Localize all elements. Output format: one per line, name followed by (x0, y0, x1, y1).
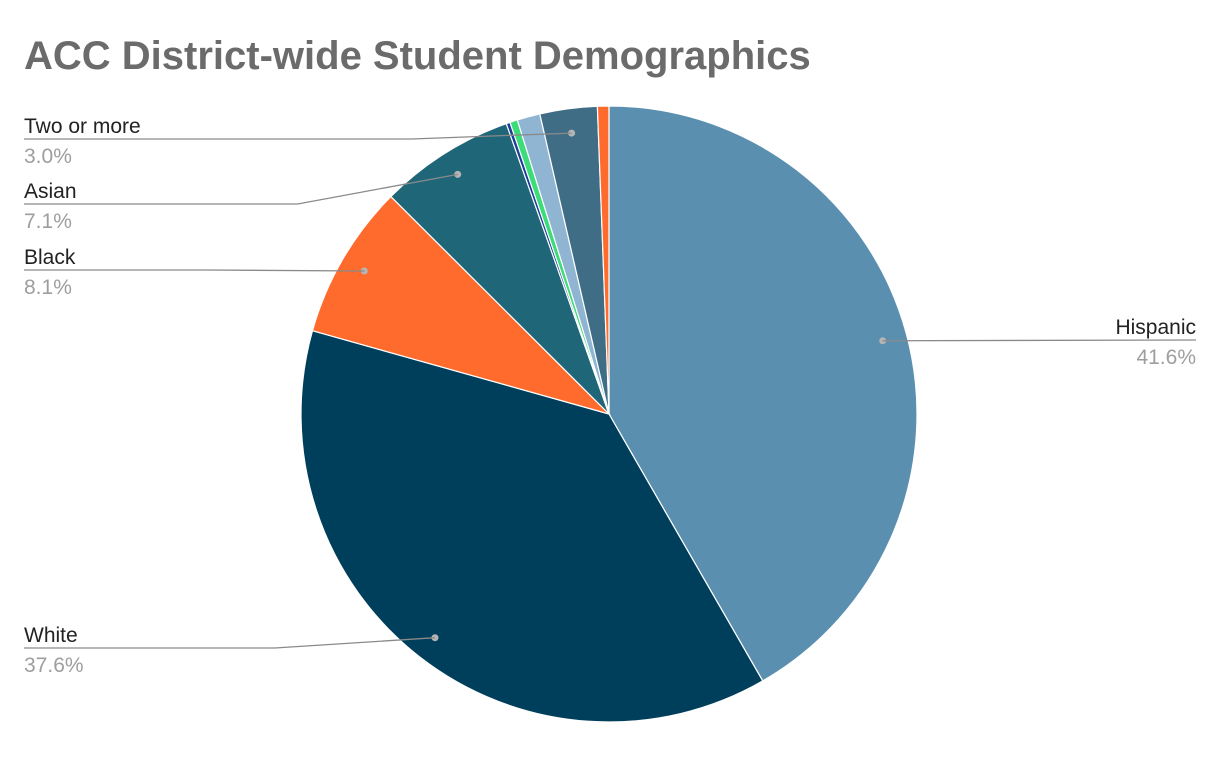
slice-labels: Hispanic 41.6% White 37.6% Black 8.1% Asian 7.1… (24, 115, 1196, 677)
slice-hispanic (608, 105, 918, 682)
leader-line-hispanic (882, 339, 1197, 342)
leader-lines (24, 129, 1197, 649)
value-label-asian: 7.1% (24, 210, 72, 233)
leader-line-black (24, 269, 365, 272)
slice-white (300, 329, 764, 723)
value-label-hispanic: 41.6% (1136, 346, 1196, 369)
slice-asian (390, 122, 610, 415)
value-label-black: 8.1% (24, 276, 72, 299)
slice-minor-4 (596, 105, 610, 415)
value-label-two-or-more: 3.0% (24, 145, 72, 168)
slice-black (311, 195, 612, 416)
label-white: White (24, 624, 78, 647)
leader-line-white (24, 637, 436, 649)
chart-title: ACC District-wide Student Demographics (24, 34, 811, 78)
leader-line-two-or-more (24, 132, 572, 140)
label-hispanic: Hispanic (1115, 316, 1196, 339)
leader-line-asian (24, 173, 458, 205)
label-asian: Asian (24, 180, 77, 203)
label-two-or-more: Two or more (24, 115, 141, 138)
value-label-white: 37.6% (24, 654, 84, 677)
label-black: Black (24, 246, 76, 269)
pie-slices (300, 105, 918, 723)
